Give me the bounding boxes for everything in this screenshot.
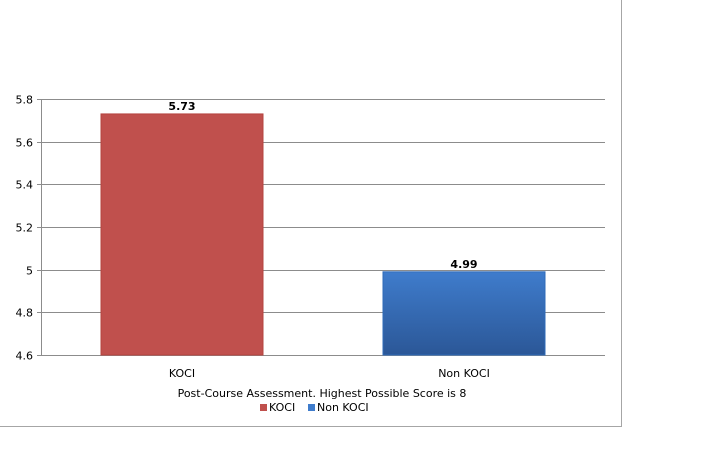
y-axis-ticks: 4.6 4.8 5 5.2 5.4 5.6 5.8 bbox=[16, 94, 34, 363]
y-tick-label: 4.6 bbox=[16, 350, 34, 363]
category-labels: KOCI Non KOCI bbox=[169, 367, 490, 380]
x-axis-title: Post-Course Assessment. Highest Possible… bbox=[178, 387, 467, 400]
bar-non-koci bbox=[382, 271, 546, 356]
data-label: 4.99 bbox=[450, 258, 477, 271]
bars bbox=[100, 113, 546, 356]
y-tick-label: 5.2 bbox=[16, 222, 34, 235]
y-tick-label: 5.6 bbox=[16, 137, 34, 150]
chart-frame bbox=[0, 0, 622, 427]
y-tick-label: 4.8 bbox=[16, 307, 34, 320]
gridlines bbox=[37, 99, 605, 356]
legend-label: KOCI bbox=[269, 401, 295, 414]
y-tick-label: 5 bbox=[26, 265, 33, 278]
legend: KOCI Non KOCI bbox=[260, 401, 369, 414]
data-labels: 5.73 4.99 bbox=[168, 100, 477, 271]
category-label: KOCI bbox=[169, 367, 195, 380]
category-label: Non KOCI bbox=[438, 367, 490, 380]
legend-swatch bbox=[260, 404, 267, 411]
legend-label: Non KOCI bbox=[317, 401, 369, 414]
bar-koci bbox=[100, 113, 264, 356]
y-tick-label: 5.8 bbox=[16, 94, 34, 107]
data-label: 5.73 bbox=[168, 100, 195, 113]
y-tick-label: 5.4 bbox=[16, 179, 34, 192]
legend-swatch bbox=[308, 404, 315, 411]
